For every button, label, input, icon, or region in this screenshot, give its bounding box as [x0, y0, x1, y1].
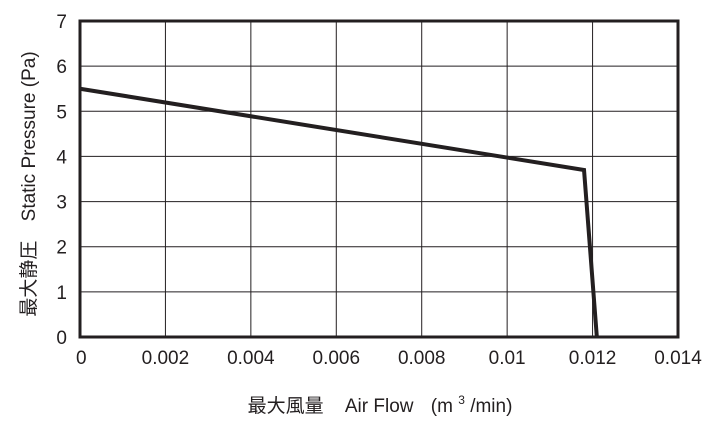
y-tick-label: 7 — [56, 12, 67, 33]
y-axis-title-cjk: 最大静圧 — [18, 241, 40, 317]
series-line — [79, 86, 599, 338]
y-tick-label: 4 — [56, 147, 67, 168]
x-tick-labels: 0 0.002 0.004 0.006 0.008 0.01 0.012 0.014 — [76, 348, 702, 369]
x-tick-label: 0.002 — [142, 348, 190, 369]
plot-frame — [78, 19, 680, 339]
y-tick-label: 6 — [56, 57, 67, 78]
series-group — [79, 86, 599, 338]
y-tick-label: 3 — [56, 193, 67, 214]
x-axis-unit-pre: (m — [431, 396, 453, 417]
y-tick-label: 5 — [56, 102, 67, 123]
x-axis-title-cjk: 最大風量 — [248, 395, 324, 417]
x-tick-label: 0.01 — [489, 348, 526, 369]
grid — [79, 20, 679, 338]
y-tick-label: 0 — [56, 328, 67, 349]
x-axis-title-en: Air Flow — [345, 396, 414, 417]
x-axis-unit-post: /min) — [470, 396, 512, 417]
y-tick-labels: 0 1 2 3 4 5 6 7 — [56, 12, 67, 349]
x-tick-label: 0.014 — [654, 348, 702, 369]
x-tick-label: 0.008 — [398, 348, 446, 369]
y-axis-title-en: Static Pressure (Pa) — [19, 51, 40, 221]
x-axis-title: 最大風量 Air Flow (m 3 /min) — [248, 388, 513, 417]
x-tick-label: 0 — [76, 348, 87, 369]
y-tick-label: 1 — [56, 283, 67, 304]
x-axis-unit-sup: 3 — [458, 393, 465, 407]
x-tick-label: 0.012 — [569, 348, 617, 369]
x-tick-label: 0.006 — [313, 348, 361, 369]
y-axis-title: 最大静圧 Static Pressure (Pa) — [18, 51, 40, 316]
y-tick-label: 2 — [56, 238, 67, 259]
x-tick-label: 0.004 — [227, 348, 275, 369]
